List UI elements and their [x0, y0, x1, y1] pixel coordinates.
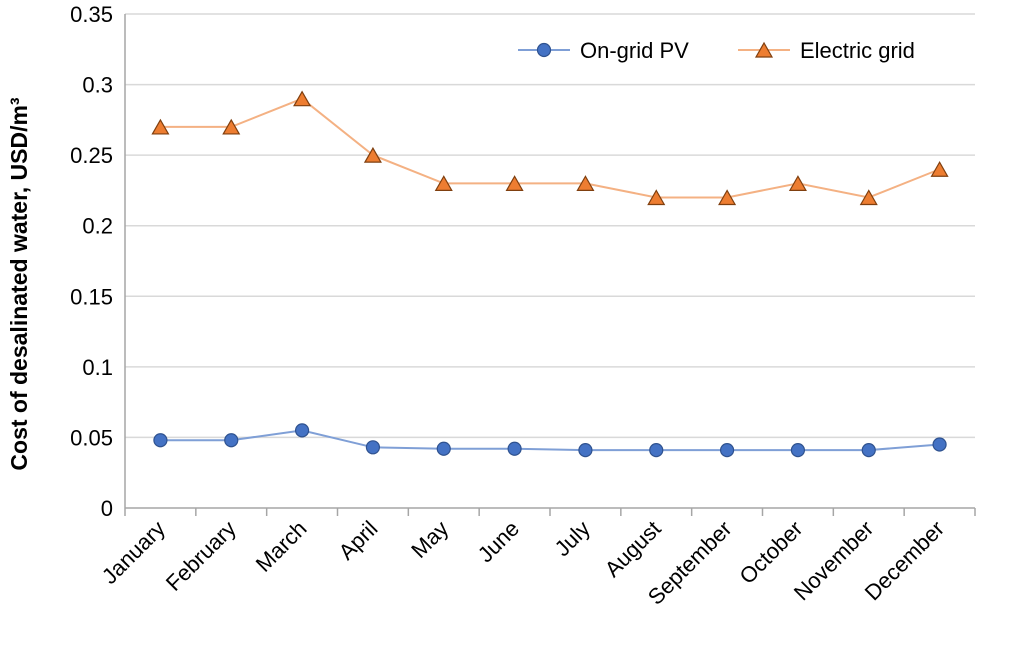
data-point-electric-grid: [222, 118, 241, 135]
data-point-on-grid-pv: [436, 441, 451, 456]
x-tick-label: October: [734, 516, 807, 589]
series-layer: [151, 90, 949, 458]
data-point-electric-grid: [363, 146, 382, 163]
data-point-on-grid-pv: [719, 443, 735, 458]
x-tick-label: February: [161, 516, 241, 596]
data-point-on-grid-pv: [153, 433, 168, 448]
y-tick-label: 0.1: [82, 355, 113, 380]
data-point-electric-grid: [718, 189, 737, 206]
data-point-on-grid-pv: [790, 443, 806, 458]
data-point-electric-grid: [151, 118, 170, 135]
data-point-electric-grid: [576, 175, 595, 191]
series-line-electric-grid: [160, 97, 940, 199]
data-point-on-grid-pv: [294, 423, 310, 438]
data-point-on-grid-pv: [861, 443, 876, 458]
data-point-on-grid-pv: [578, 443, 593, 458]
data-point-on-grid-pv: [224, 433, 239, 448]
y-tick-label: 0.3: [82, 73, 113, 98]
x-tick-label: August: [600, 516, 666, 582]
axes: [124, 14, 976, 516]
y-tick-label: 0.25: [70, 143, 113, 168]
legend-label-on-grid-pv: On-grid PV: [580, 38, 689, 63]
series-line-on-grid-pv: [160, 429, 940, 452]
y-tick-label: 0.15: [70, 284, 113, 309]
y-tick-label: 0: [101, 496, 113, 521]
y-tick-label: 0.05: [70, 425, 113, 450]
data-point-electric-grid: [930, 161, 949, 177]
data-point-electric-grid: [859, 189, 878, 206]
series-electric-grid: [151, 90, 949, 206]
x-tick-label: January: [97, 516, 170, 589]
y-axis-label: Cost of desalinated water, USD/m³: [6, 97, 32, 471]
data-point-electric-grid: [788, 175, 807, 191]
legend-label-electric-grid: Electric grid: [800, 38, 915, 63]
x-tick-label: May: [406, 516, 453, 563]
data-point-electric-grid: [293, 90, 312, 107]
data-point-electric-grid: [505, 175, 524, 191]
legend-item-on-grid-pv: On-grid PV: [518, 38, 689, 63]
y-tick-label: 0.2: [82, 214, 113, 239]
data-point-electric-grid: [434, 175, 453, 191]
x-tick-label: July: [550, 516, 595, 561]
y-tick-label: 0.35: [70, 2, 113, 27]
y-tick-labels: 0 0.05 0.1 0.15 0.2 0.25 0.3 0.35: [70, 2, 113, 521]
x-tick-label: June: [473, 516, 524, 567]
legend-marker-electric-grid: [754, 41, 774, 58]
data-point-on-grid-pv: [649, 443, 664, 458]
series-on-grid-pv: [153, 423, 947, 458]
data-point-on-grid-pv: [932, 437, 947, 452]
data-point-on-grid-pv: [507, 441, 522, 456]
legend-item-electric-grid: Electric grid: [738, 38, 915, 63]
x-tick-label: March: [251, 516, 312, 577]
legend-marker-on-grid-pv: [536, 42, 552, 58]
legend: On-grid PV Electric grid: [518, 38, 915, 63]
x-tick-label: April: [334, 516, 383, 565]
gridlines: [125, 13, 975, 439]
data-point-electric-grid: [647, 189, 666, 206]
data-point-on-grid-pv: [365, 440, 381, 455]
